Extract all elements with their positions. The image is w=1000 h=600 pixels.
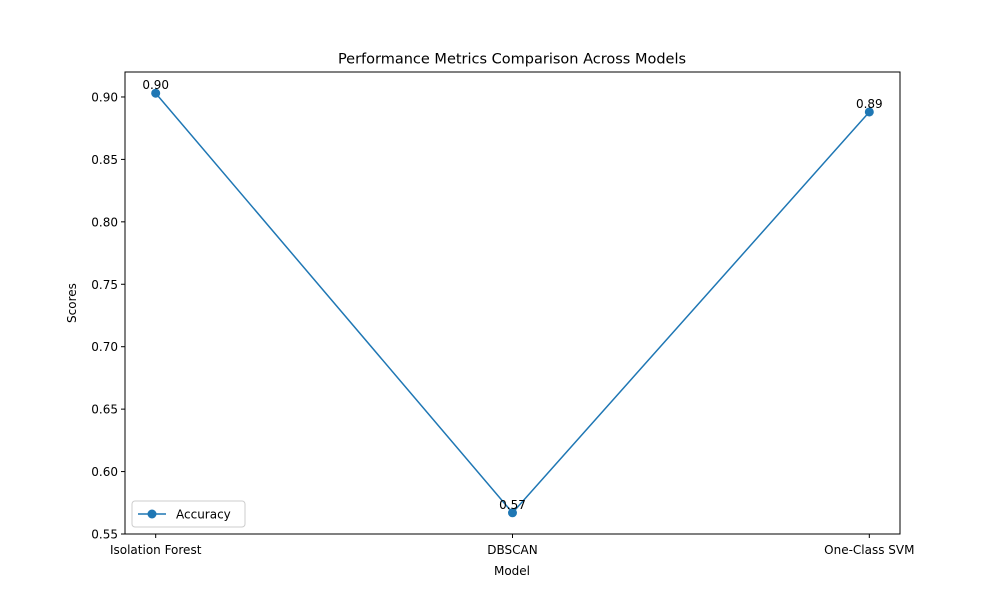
data-point [508,508,517,518]
x-tick-label: Isolation Forest [110,543,202,557]
legend-box [131,500,246,528]
y-tick-label: 0.75 [91,278,118,292]
legend-marker-accuracy [147,509,157,519]
data-labels: 0.90 0.57 0.89 [142,78,882,512]
y-tick-label: 0.65 [91,403,118,417]
chart-title: Performance Metrics Comparison Across Mo… [338,52,686,68]
y-tick-label: 0.60 [91,465,118,479]
y-tick-label: 0.85 [91,153,118,167]
y-axis-label: Scores [65,283,79,323]
legend: Accuracy [131,500,246,528]
y-tick-label: 0.80 [91,215,118,229]
y-tick-label: 0.90 [91,90,118,104]
legend-label-accuracy: Accuracy [176,508,231,522]
series-layer [151,88,874,518]
axis-ticks: 0.55 0.60 0.65 0.70 0.75 0.80 0.85 0.90 Isolatio… [91,90,914,557]
data-point [864,107,874,117]
data-label: 0.89 [856,97,883,111]
data-label: 0.57 [499,498,526,512]
data-point [151,88,161,98]
x-tick-label: DBSCAN [487,543,537,557]
x-axis-label: Model [494,564,530,578]
data-label: 0.90 [142,78,169,92]
plot-area-frame [124,71,901,535]
y-tick-label: 0.70 [91,340,118,354]
x-tick-label: One-Class SVM [824,543,914,557]
y-tick-label: 0.55 [91,528,118,542]
